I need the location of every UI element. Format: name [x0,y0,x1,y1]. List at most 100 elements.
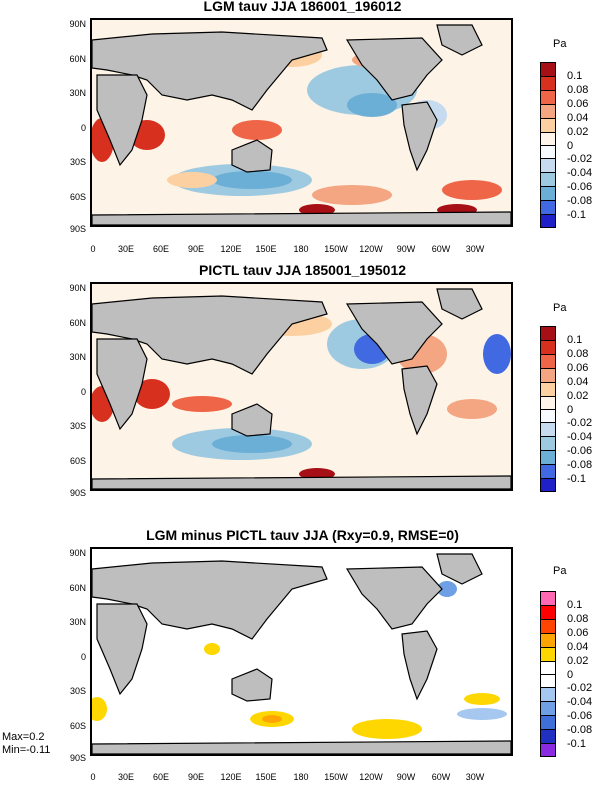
colorbar-label: 0.1 [567,70,583,82]
lat-label: 60S [69,456,86,466]
colorbar-label: -0.08 [567,195,593,207]
colorbar-swatch [541,77,555,91]
lon-label: 0 [90,244,96,254]
colorbar-swatch [541,730,555,744]
colorbar-swatch [541,592,555,606]
colorbar-swatch [541,355,555,369]
lon-label: 60W [431,772,451,782]
lon-label: 30W [465,772,485,782]
colorbar-label: 0.1 [567,334,583,346]
field-patch [347,93,397,117]
lat-label: 90N [69,19,86,29]
panel-title: PICTL tauv JJA 185001_195012 [198,262,407,278]
lat-label: 90S [69,224,86,234]
field-patch [167,172,217,188]
colorbar-swatch [541,215,555,227]
colorbar-swatch [541,606,555,620]
lat-label: 90S [69,488,86,498]
colorbar-label: 0.02 [567,655,589,667]
colorbar-swatch [541,159,555,173]
colorbar-swatch [541,369,555,383]
lon-label: 150E [255,772,277,782]
lon-label: 90E [187,772,204,782]
colorbar-swatch [541,383,555,397]
colorbar-label: 0.08 [567,348,589,360]
map-svg [92,284,511,489]
colorbar-swatch [541,634,555,648]
colorbar-label: -0.02 [567,153,593,165]
colorbar-swatch [541,146,555,159]
lat-label: 30N [69,352,86,362]
colorbar-label: 0.04 [567,641,589,653]
field-patch [457,708,507,720]
lon-label: 120W [359,244,383,254]
colorbar-swatch [541,173,555,187]
lat-label: 30N [69,88,86,98]
colorbar-label: -0.1 [567,473,586,485]
lon-label: 180 [293,772,309,782]
field-patch [172,396,232,412]
panel-pictl: PICTL tauv JJA 185001_195012 [0,262,593,524]
lon-label: 120W [359,772,383,782]
lat-label: 0 [80,387,86,397]
colorbar-label: 0.08 [567,613,589,625]
colorbar-label: -0.08 [567,724,593,736]
colorbar-swatch [541,105,555,119]
colorbar-swatch [541,187,555,201]
colorbar-swatch [541,702,555,716]
map-svg [92,20,511,225]
field-patch [312,185,392,205]
lon-label: 90W [396,244,416,254]
lon-label: 150W [324,244,348,254]
colorbar-label: -0.04 [567,431,593,443]
colorbar-label: 0.08 [567,84,589,96]
lat-label: 60S [69,192,86,202]
map-svg [92,549,511,754]
lat-label: 0 [80,652,86,662]
map-area [90,18,513,227]
colorbar-label: -0.06 [567,710,593,722]
colorbar-label: 0 [567,404,574,416]
lon-label: 90W [396,772,416,782]
map-area [90,282,513,491]
field-patch [92,697,107,721]
colorbar-swatch [541,119,555,133]
lon-label: 30E [117,772,134,782]
colorbar-label: 0.04 [567,376,589,388]
field-patch [483,334,511,374]
land-masses [92,288,511,489]
panel-difference: LGM minus PICTL tauv JJA (Rxy=0.9, RMSE=… [0,527,593,789]
max-stat: Max=0.2 [2,731,45,743]
colorbar-label: -0.1 [567,738,586,750]
lon-label: 180 [293,244,309,254]
colorbar [540,326,556,492]
colorbar-swatch [541,620,555,634]
field-patch [134,379,170,409]
field-patch [437,581,457,597]
colorbar-label: -0.02 [567,682,593,694]
colorbar-swatch [541,423,555,437]
field-patch [464,693,500,705]
colorbar [540,591,556,757]
colorbar-swatch [541,675,555,688]
field-patch [232,120,282,140]
lon-label: 30W [465,244,485,254]
lon-label: 0 [90,772,96,782]
colorbar-unit: Pa [553,302,567,314]
colorbar-label: -0.1 [567,209,586,221]
lat-label: 30S [69,686,86,696]
map-area [90,547,513,756]
lat-label: 60N [69,54,86,64]
field-patch [262,715,282,723]
colorbar-label: 0 [567,140,574,152]
colorbar-swatch [541,91,555,105]
colorbar-swatch [541,465,555,479]
panel-title: LGM minus PICTL tauv JJA (Rxy=0.9, RMSE=… [146,527,459,543]
colorbar-label: 0.06 [567,627,589,639]
colorbar-swatch [541,716,555,730]
colorbar-label: 0.1 [567,599,583,611]
lat-label: 0 [80,123,86,133]
lat-label: 60N [69,583,86,593]
colorbar-unit: Pa [553,565,567,577]
colorbar-swatch [541,688,555,702]
